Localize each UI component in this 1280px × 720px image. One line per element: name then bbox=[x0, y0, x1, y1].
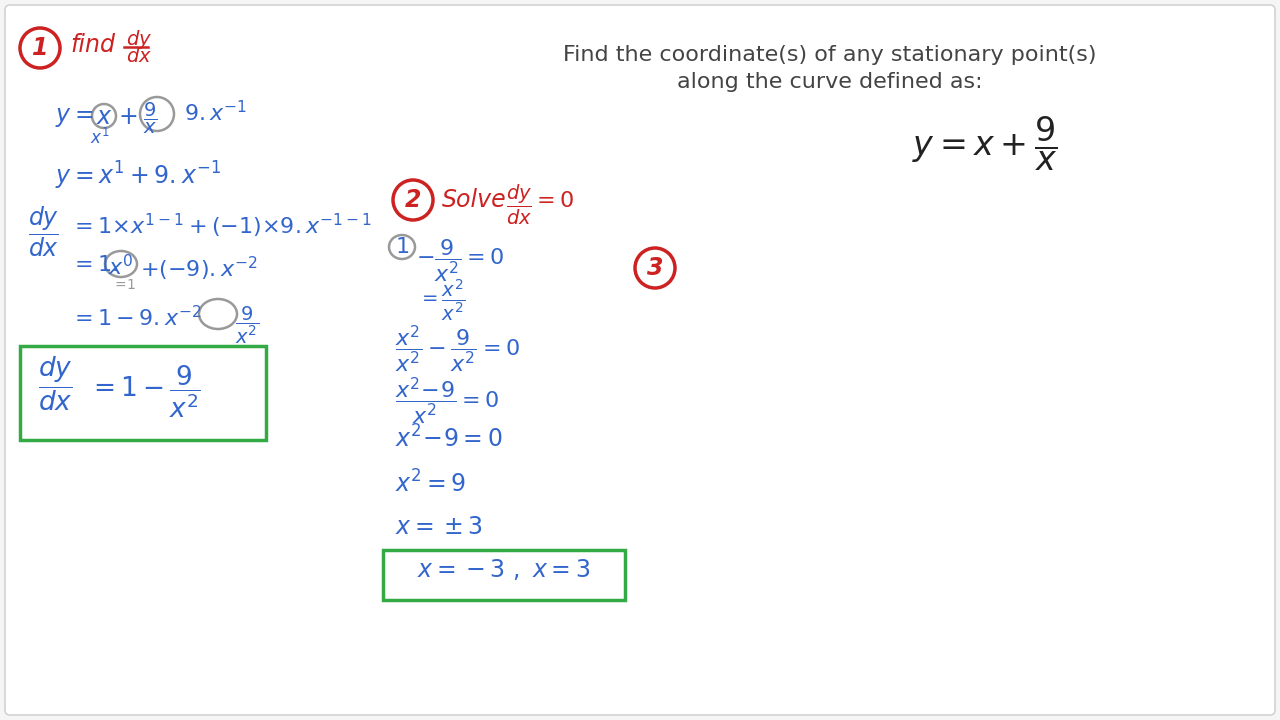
Text: $\dfrac{9}{x}$: $\dfrac{9}{x}$ bbox=[143, 101, 157, 136]
Text: $= 1 - \dfrac{9}{x^2}$: $= 1 - \dfrac{9}{x^2}$ bbox=[88, 363, 201, 420]
FancyBboxPatch shape bbox=[5, 5, 1275, 715]
Text: $dx$: $dx$ bbox=[125, 47, 152, 66]
Text: $+$: $+$ bbox=[118, 105, 137, 129]
Text: $x^0$: $x^0$ bbox=[109, 254, 133, 279]
Text: along the curve defined as:: along the curve defined as: bbox=[677, 72, 983, 92]
Text: $dy$: $dy$ bbox=[125, 28, 152, 51]
FancyBboxPatch shape bbox=[20, 346, 266, 440]
Text: $x$: $x$ bbox=[96, 105, 113, 129]
Text: $y=$: $y=$ bbox=[55, 105, 93, 129]
Text: Solve: Solve bbox=[442, 188, 507, 212]
Text: $x^1$: $x^1$ bbox=[90, 128, 110, 148]
Text: $- \dfrac{9}{x^2} = 0$: $- \dfrac{9}{x^2} = 0$ bbox=[416, 237, 504, 284]
Text: $\dfrac{9}{x^2}$: $\dfrac{9}{x^2}$ bbox=[236, 304, 259, 346]
Text: $x^2 = 9$: $x^2 = 9$ bbox=[396, 470, 466, 498]
Text: find: find bbox=[70, 33, 115, 57]
FancyBboxPatch shape bbox=[383, 550, 625, 600]
Text: $= 0$: $= 0$ bbox=[532, 191, 573, 211]
Text: $y = x^1 + 9.x^{-1}$: $y = x^1 + 9.x^{-1}$ bbox=[55, 160, 221, 192]
Text: $= 1.$: $= 1.$ bbox=[70, 255, 118, 275]
Text: $y = x + \dfrac{9}{x}$: $y = x + \dfrac{9}{x}$ bbox=[913, 115, 1057, 174]
Text: $\dfrac{dy}{dx}$: $\dfrac{dy}{dx}$ bbox=[506, 183, 532, 227]
Text: $= 1{\times}x^{1-1} + (-1){\times}9.x^{-1-1}$: $= 1{\times}x^{1-1} + (-1){\times}9.x^{-… bbox=[70, 212, 372, 240]
Text: $=\!1$: $=\!1$ bbox=[113, 278, 137, 292]
Text: 1: 1 bbox=[32, 36, 49, 60]
Text: 3: 3 bbox=[646, 256, 663, 280]
Text: $x^2\!-\!9 = 0$: $x^2\!-\!9 = 0$ bbox=[396, 425, 503, 452]
Text: Find the coordinate(s) of any stationary point(s): Find the coordinate(s) of any stationary… bbox=[563, 45, 1097, 65]
Text: $1$: $1$ bbox=[396, 237, 410, 257]
Text: 2: 2 bbox=[404, 188, 421, 212]
Text: $x = -3\ ,\ x = 3$: $x = -3\ ,\ x = 3$ bbox=[417, 557, 590, 582]
Text: $= \dfrac{x^2}{x^2}$: $= \dfrac{x^2}{x^2}$ bbox=[419, 278, 466, 323]
Text: $\dfrac{x^2\!-\!9}{x^2} = 0$: $\dfrac{x^2\!-\!9}{x^2} = 0$ bbox=[396, 375, 499, 427]
Text: $\dfrac{dy}{dx}$: $\dfrac{dy}{dx}$ bbox=[28, 205, 59, 259]
Text: $\dfrac{x^2}{x^2} - \dfrac{9}{x^2} = 0$: $\dfrac{x^2}{x^2} - \dfrac{9}{x^2} = 0$ bbox=[396, 323, 520, 374]
Text: $+ (-9).x^{-2}$: $+ (-9).x^{-2}$ bbox=[140, 255, 257, 283]
Text: $9.x^{-1}$: $9.x^{-1}$ bbox=[184, 100, 247, 125]
Text: $\dfrac{dy}{dx}$: $\dfrac{dy}{dx}$ bbox=[38, 355, 73, 413]
Text: $= 1 - 9.x^{-2}$: $= 1 - 9.x^{-2}$ bbox=[70, 305, 202, 330]
Text: $x = \pm3$: $x = \pm3$ bbox=[396, 515, 483, 539]
